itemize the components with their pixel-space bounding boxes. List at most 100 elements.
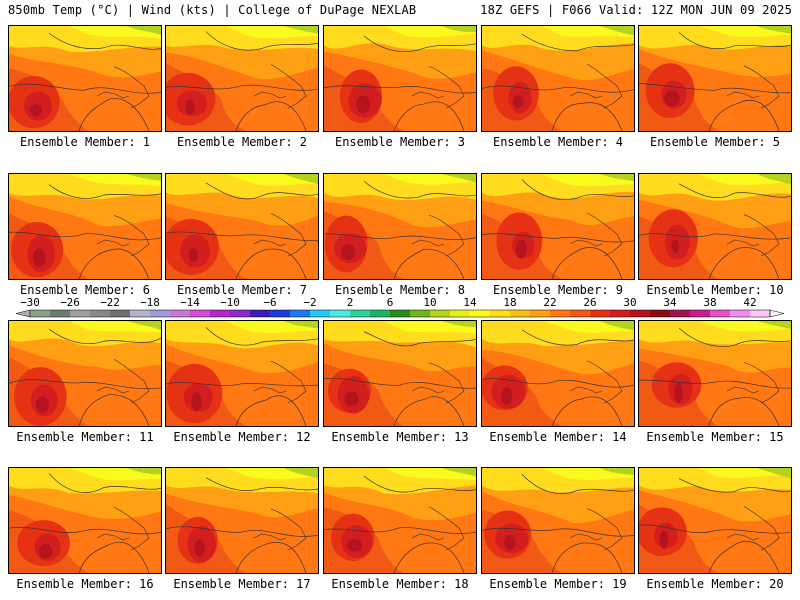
colorbar-segment [230, 310, 251, 317]
ensemble-member-map [8, 173, 162, 280]
ensemble-member-map [323, 25, 477, 132]
ensemble-member-map [481, 25, 635, 132]
colorbar-segment [110, 310, 131, 317]
colorbar-segment [690, 310, 711, 317]
ensemble-member-map [481, 467, 635, 574]
ensemble-member-label: Ensemble Member: 16 [16, 577, 154, 591]
ensemble-member-map [638, 320, 792, 427]
colorbar-segment [550, 310, 571, 317]
colorbar-segment [370, 310, 391, 317]
colorbar-tick-label: 2 [347, 296, 354, 309]
ensemble-member-label: Ensemble Member: 17 [173, 577, 311, 591]
chart-header-title: 850mb Temp (°C) | Wind (kts) | College o… [8, 3, 417, 17]
ensemble-member-label: Ensemble Member: 19 [489, 577, 627, 591]
ensemble-member-map [323, 320, 477, 427]
colorbar-segment [730, 310, 751, 317]
ensemble-member-label: Ensemble Member: 20 [646, 577, 784, 591]
colorbar-segment [310, 310, 331, 317]
colorbar-low-arrow [15, 309, 31, 318]
ensemble-member-label: Ensemble Member: 2 [176, 135, 308, 149]
ensemble-member-label: Ensemble Member: 12 [173, 430, 311, 444]
colorbar-tick-label: −2 [303, 296, 316, 309]
ensemble-member-map [165, 320, 319, 427]
ensemble-member-label: Ensemble Member: 4 [492, 135, 624, 149]
colorbar-tick-label: 42 [743, 296, 756, 309]
colorbar-segment [90, 310, 111, 317]
colorbar-segment [330, 310, 351, 317]
colorbar-segment [610, 310, 631, 317]
ensemble-member-map [638, 173, 792, 280]
ensemble-member-map [323, 467, 477, 574]
colorbar-segment [50, 310, 71, 317]
colorbar-segment [650, 310, 671, 317]
colorbar-segment [570, 310, 591, 317]
colorbar-segment [170, 310, 191, 317]
ensemble-member-label: Ensemble Member: 18 [331, 577, 469, 591]
colorbar-tick-label: −22 [100, 296, 120, 309]
colorbar-high-arrow [769, 309, 785, 318]
ensemble-member-label: Ensemble Member: 6 [19, 283, 151, 297]
model-run-info: 18Z GEFS | F066 Valid: 12Z MON JUN 09 20… [480, 3, 792, 17]
colorbar-segment [710, 310, 731, 317]
ensemble-member-label: Ensemble Member: 5 [649, 135, 781, 149]
colorbar-segment [490, 310, 511, 317]
colorbar-segment [450, 310, 471, 317]
colorbar-segment [470, 310, 491, 317]
colorbar-segment [410, 310, 431, 317]
colorbar-tick-label: 18 [503, 296, 516, 309]
colorbar-segment [590, 310, 611, 317]
colorbar-tick-label: 6 [387, 296, 394, 309]
ensemble-member-label: Ensemble Member: 7 [176, 283, 308, 297]
colorbar-tick-label: −26 [60, 296, 80, 309]
colorbar-segment [670, 310, 691, 317]
colorbar-segment [190, 310, 211, 317]
ensemble-member-map [165, 173, 319, 280]
ensemble-member-label: Ensemble Member: 13 [331, 430, 469, 444]
colorbar-tick-label: 26 [583, 296, 596, 309]
colorbar-segment [750, 310, 771, 317]
colorbar-tick-label: 38 [703, 296, 716, 309]
ensemble-member-map [323, 173, 477, 280]
ensemble-member-map [481, 173, 635, 280]
ensemble-member-map [638, 25, 792, 132]
ensemble-member-label: Ensemble Member: 14 [489, 430, 627, 444]
colorbar-tick-label: −30 [20, 296, 40, 309]
colorbar-segment [510, 310, 531, 317]
colorbar-tick-label: 22 [543, 296, 556, 309]
colorbar-tick-label: −10 [220, 296, 240, 309]
ensemble-member-map [165, 25, 319, 132]
colorbar-tick-label: 34 [663, 296, 677, 309]
colorbar-tick-label: −6 [263, 296, 276, 309]
colorbar-segment [270, 310, 291, 317]
ensemble-member-map [8, 320, 162, 427]
colorbar-segment [30, 310, 51, 317]
colorbar-segment [130, 310, 151, 317]
colorbar-tick-label: 14 [463, 296, 477, 309]
ensemble-member-label: Ensemble Member: 15 [646, 430, 784, 444]
colorbar-segment [70, 310, 91, 317]
ensemble-member-label: Ensemble Member: 10 [646, 283, 784, 297]
colorbar-segment [430, 310, 451, 317]
ensemble-member-map [165, 467, 319, 574]
colorbar-tick-label: 10 [423, 296, 436, 309]
ensemble-member-label: Ensemble Member: 3 [334, 135, 466, 149]
colorbar-tick-label: −18 [140, 296, 160, 309]
colorbar-segment [630, 310, 651, 317]
colorbar-tick-label: 30 [623, 296, 636, 309]
colorbar-segment [530, 310, 551, 317]
ensemble-member-map [8, 25, 162, 132]
ensemble-member-label: Ensemble Member: 8 [334, 283, 466, 297]
ensemble-member-map [481, 320, 635, 427]
ensemble-member-label: Ensemble Member: 9 [492, 283, 624, 297]
colorbar-segment [210, 310, 231, 317]
colorbar-segment [390, 310, 411, 317]
ensemble-member-map [8, 467, 162, 574]
ensemble-member-label: Ensemble Member: 1 [19, 135, 151, 149]
colorbar-segment [290, 310, 311, 317]
colorbar-tick-label: −14 [180, 296, 200, 309]
colorbar-segment [250, 310, 271, 317]
temperature-colorbar: −30 −26 −22 −18 −14 −10 −6 −2 2 6 10 14 18 22 26 30 34 38… [15, 296, 785, 318]
ensemble-member-label: Ensemble Member: 11 [16, 430, 154, 444]
ensemble-member-map [638, 467, 792, 574]
colorbar-segment [150, 310, 171, 317]
